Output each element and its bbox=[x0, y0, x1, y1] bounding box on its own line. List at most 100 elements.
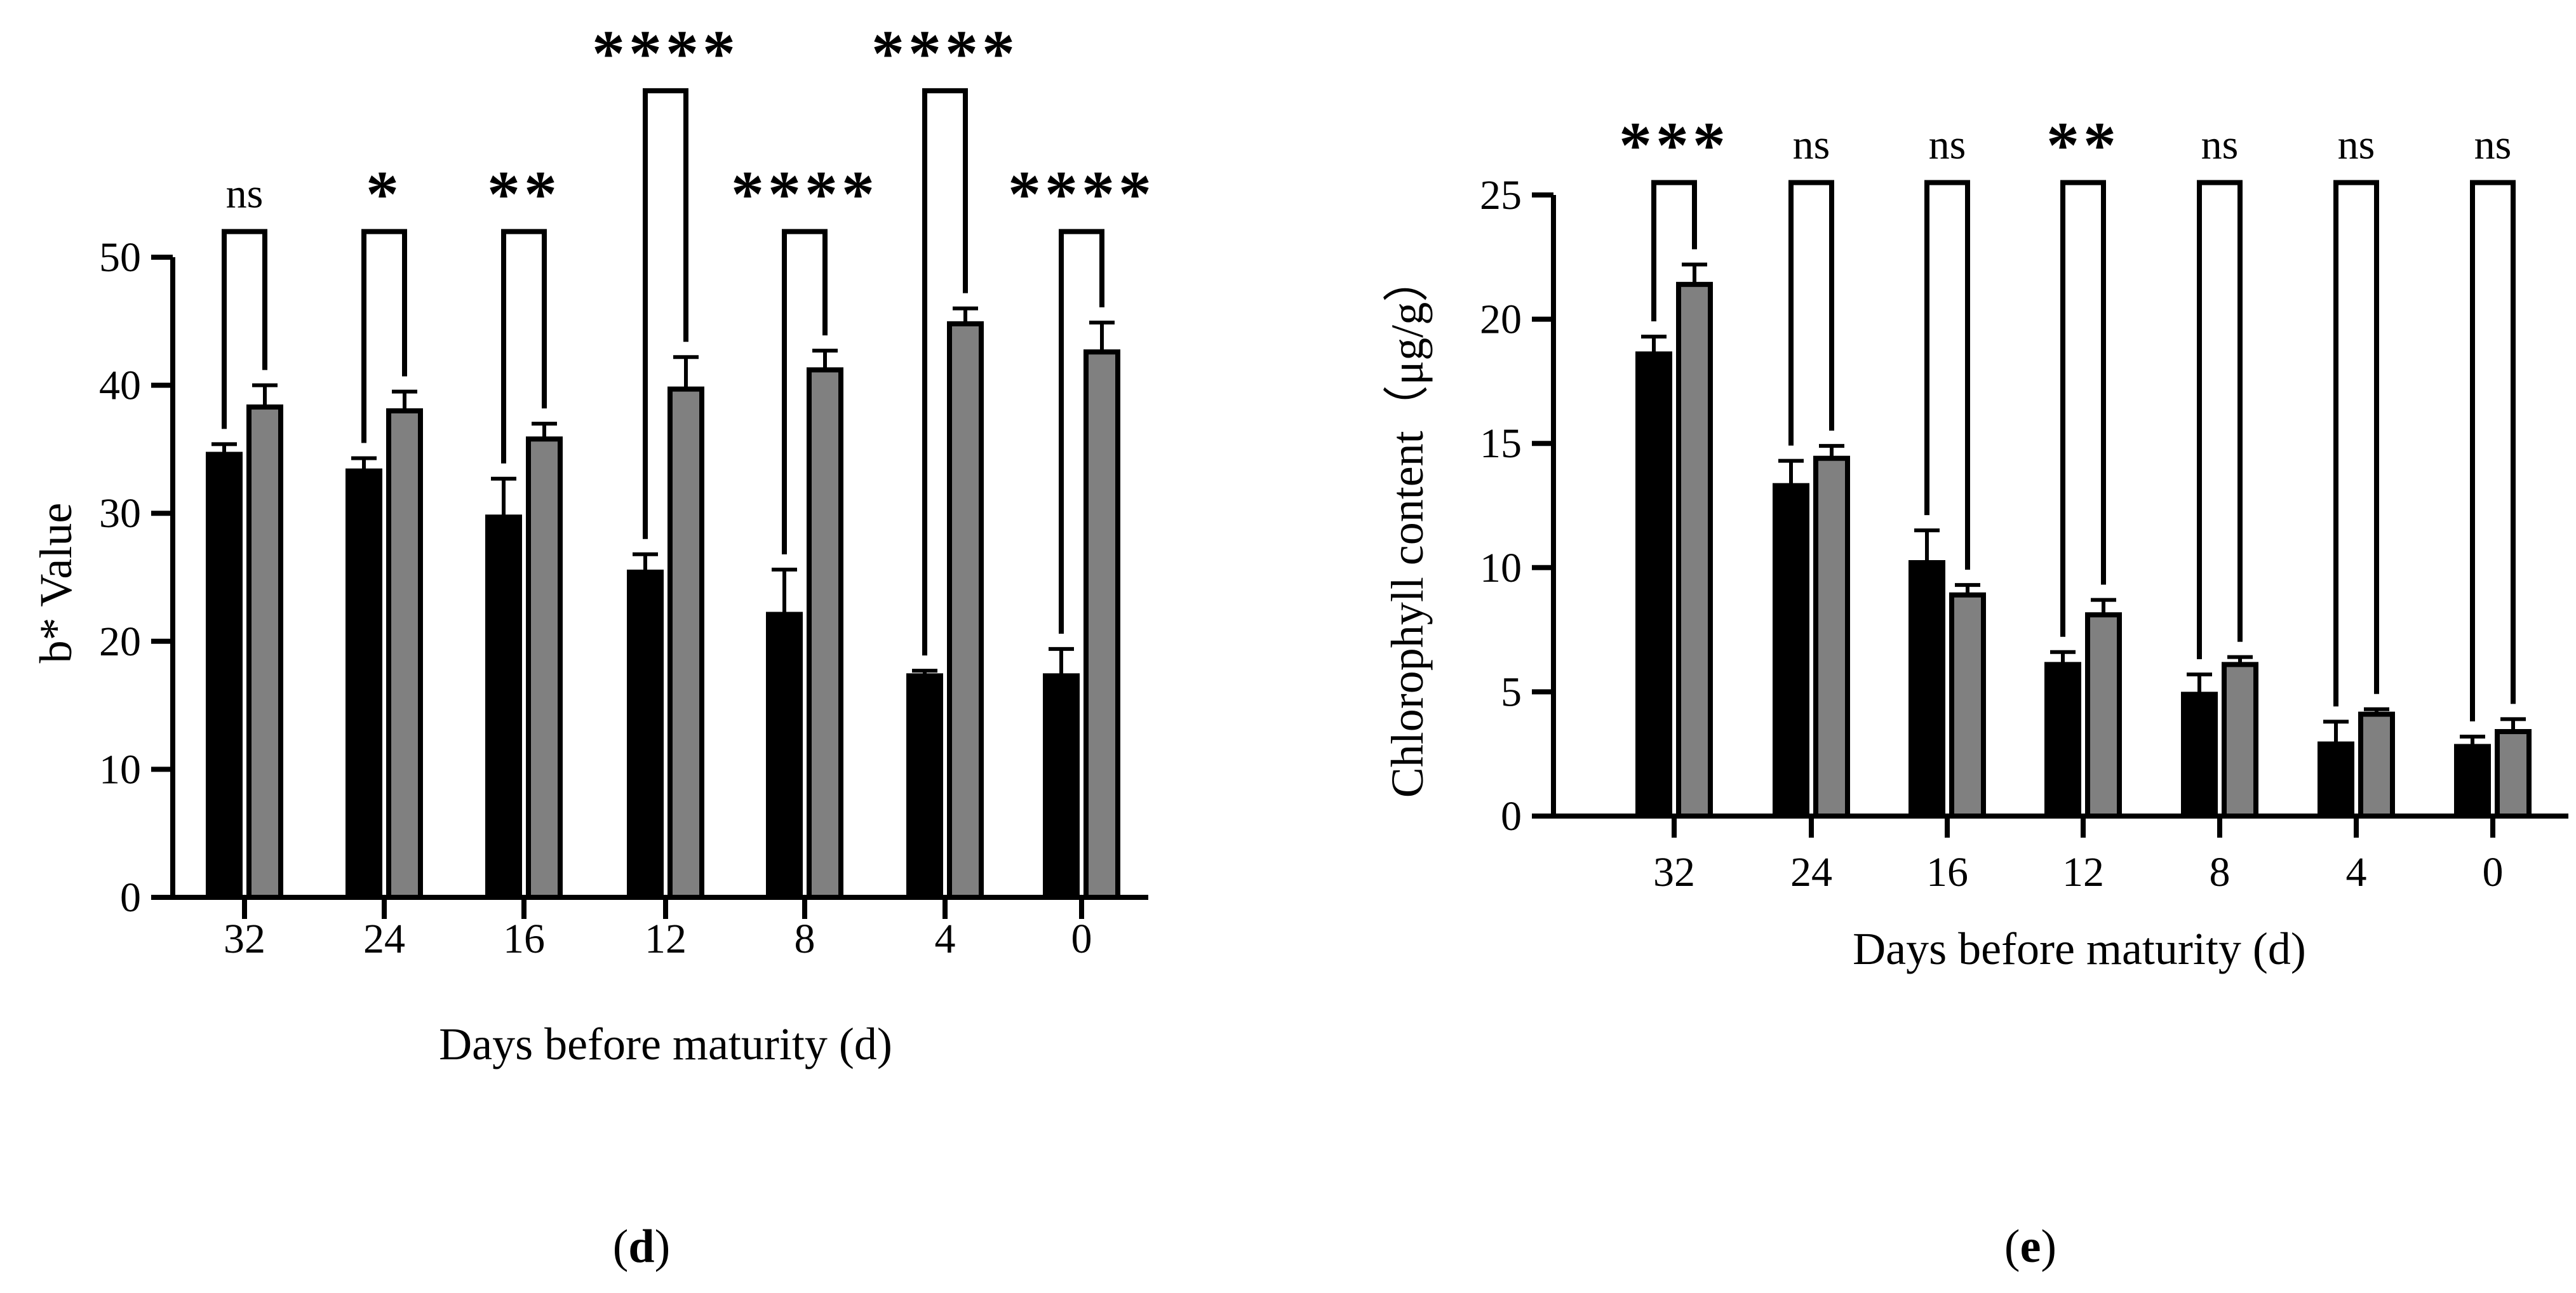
panel-e-y-tick-label: 10 bbox=[1480, 545, 1522, 591]
panel-d-sig-label: * bbox=[366, 158, 403, 231]
panel-e-x-tick-label: 24 bbox=[1790, 849, 1832, 895]
panel-d-bar-s2-16 bbox=[526, 436, 563, 900]
panel-e-bar-s2-0 bbox=[2495, 728, 2532, 819]
panel-e-y-tick-label: 0 bbox=[1501, 793, 1522, 840]
panel-e-sig-bracket bbox=[1651, 180, 1697, 321]
panel-e-bar-s2-16 bbox=[1949, 592, 1986, 819]
panel-e-sig-bracket bbox=[1924, 180, 1970, 570]
panel-e-bar-s1-4 bbox=[2318, 741, 2354, 819]
panel-e-error-bars bbox=[1641, 262, 2526, 747]
panel-e-sig-bracket bbox=[2470, 180, 2516, 721]
panel-e-label: (e) bbox=[2004, 1221, 2056, 1273]
panel-d-y-tick-label: 10 bbox=[99, 746, 141, 793]
panel-d-axes bbox=[151, 255, 1148, 919]
panel-d-bar-s1-32 bbox=[206, 452, 243, 900]
panel-e-x-tick-label: 0 bbox=[2483, 849, 2504, 895]
panel-e-x-tick-label: 4 bbox=[2346, 849, 2367, 895]
panel-e-sig-label: ** bbox=[2046, 109, 2120, 182]
panel-e-bar-s2-8 bbox=[2222, 662, 2258, 819]
panel-e-bar-s1-8 bbox=[2181, 692, 2218, 819]
panel-d-x-tick-label: 16 bbox=[503, 916, 545, 962]
panel-e-x-tick-label: 16 bbox=[1926, 849, 1968, 895]
panel-e-bar-s1-24 bbox=[1773, 483, 1809, 819]
panel-d-x-tick-label: 8 bbox=[795, 916, 815, 962]
panel-e-tick-labels: 0 5 10 15 20 25 32 24 16 12 8 4 0 bbox=[1480, 172, 2504, 895]
panel-e-x-tick-label: 32 bbox=[1653, 849, 1695, 895]
panel-e-bar-s2-24 bbox=[1813, 455, 1850, 819]
panel-e-x-tick-label: 8 bbox=[2210, 849, 2231, 895]
panel-d-label-close-paren: ) bbox=[655, 1221, 671, 1273]
panel-d-bar-s1-0 bbox=[1043, 673, 1080, 901]
panel-e-y-tick-label: 15 bbox=[1480, 420, 1522, 467]
panel-d-sig-bracket bbox=[1059, 229, 1104, 634]
panel-d-bar-s2-12 bbox=[667, 386, 704, 900]
panel-e-y-axis-title: Chlorophyll content（μg/g） bbox=[1382, 257, 1433, 798]
panel-e-sig-label: ns bbox=[2201, 121, 2239, 168]
panel-e-bar-s1-32 bbox=[1635, 351, 1672, 819]
panel-d-y-tick-label: 40 bbox=[99, 363, 141, 409]
panel-e-sig-label: ns bbox=[2338, 121, 2375, 168]
panel-d-x-tick-label: 32 bbox=[224, 916, 265, 962]
panel-e-sig-label: ns bbox=[1793, 121, 1830, 168]
chart-panel-e: *** ns ns ** ns ns ns 0 5 10 15 20 25 32 24 16 12 8 4 0 Da… bbox=[1382, 109, 2568, 1273]
panel-d-y-tick-label: 30 bbox=[99, 490, 141, 537]
panel-d-bar-s2-0 bbox=[1083, 349, 1120, 900]
panel-e-axes bbox=[1532, 192, 2568, 838]
panel-d-sig-bracket bbox=[643, 88, 688, 539]
panel-d-y-tick-label: 0 bbox=[120, 874, 141, 921]
panel-d-sig-bracket bbox=[782, 229, 828, 554]
panel-d-sig-label: **** bbox=[592, 17, 739, 90]
panel-e-bar-s2-32 bbox=[1676, 281, 1713, 819]
panel-d-x-tick-label: 24 bbox=[363, 916, 405, 962]
panel-d-sig-label: **** bbox=[871, 17, 1019, 90]
panel-d-label-letter: d bbox=[628, 1221, 654, 1273]
panel-e-y-tick-label: 5 bbox=[1501, 669, 1522, 715]
panel-d-bar-s1-8 bbox=[766, 612, 803, 900]
panel-d-y-tick-label: 20 bbox=[99, 619, 141, 665]
panel-d-bar-s2-4 bbox=[947, 321, 984, 901]
panel-e-y-tick-label: 25 bbox=[1480, 172, 1522, 218]
panel-d-y-axis-title: b* Value bbox=[30, 503, 81, 664]
panel-e-bar-s1-16 bbox=[1909, 559, 1945, 819]
panel-e-sig-bracket bbox=[2197, 180, 2243, 660]
panel-d-y-tick-label: 50 bbox=[99, 234, 141, 281]
panel-e-sig-bracket bbox=[1788, 180, 1834, 446]
panel-e-sig-bracket bbox=[2060, 180, 2106, 637]
panel-e-y-tick-label: 20 bbox=[1480, 297, 1522, 343]
panel-d-x-tick-label: 4 bbox=[935, 916, 956, 962]
panel-e-bars bbox=[1635, 281, 2532, 819]
panel-d-label: (d) bbox=[613, 1221, 670, 1273]
panel-e-x-axis-title: Days before maturity (d) bbox=[1853, 923, 2306, 974]
panel-e-sig-label: ns bbox=[1929, 121, 1966, 168]
panel-d-sig-label: ** bbox=[487, 158, 561, 231]
panel-d-bar-s1-16 bbox=[485, 514, 522, 900]
panel-d-bar-s1-4 bbox=[906, 673, 943, 901]
panel-e-label-close-paren: ) bbox=[2041, 1221, 2056, 1273]
panel-d-x-tick-label: 12 bbox=[645, 916, 687, 962]
panel-d-error-bars bbox=[211, 306, 1115, 676]
panel-d-sig-bracket bbox=[361, 229, 407, 443]
panel-e-significance: *** ns ns ** ns ns ns bbox=[1619, 109, 2516, 721]
panel-d-bar-s1-24 bbox=[345, 468, 382, 900]
panel-e-bar-s1-0 bbox=[2454, 744, 2491, 819]
panel-d-significance: ns * ****************** bbox=[222, 17, 1151, 656]
panel-e-sig-bracket bbox=[2333, 180, 2379, 707]
panel-e-label-letter: e bbox=[2020, 1221, 2041, 1273]
panel-d-x-tick-label: 0 bbox=[1071, 916, 1092, 962]
panel-d-sig-label: **** bbox=[731, 158, 878, 231]
panel-d-bar-s2-24 bbox=[386, 408, 423, 900]
panel-e-bar-s1-12 bbox=[2044, 662, 2081, 819]
panel-d-sig-label: ns bbox=[226, 171, 264, 217]
panel-d-sig-bracket bbox=[222, 229, 267, 429]
panel-d-bar-s2-32 bbox=[246, 404, 283, 900]
panel-e-bar-s2-4 bbox=[2358, 711, 2395, 819]
panel-e-label-open-paren: ( bbox=[2004, 1221, 2020, 1273]
panel-e-sig-label: ns bbox=[2474, 121, 2512, 168]
panel-d-sig-bracket bbox=[922, 88, 968, 656]
panel-d-bar-s1-12 bbox=[627, 569, 664, 900]
panel-e-bar-s2-12 bbox=[2085, 612, 2122, 819]
panel-d-sig-bracket bbox=[501, 229, 547, 464]
